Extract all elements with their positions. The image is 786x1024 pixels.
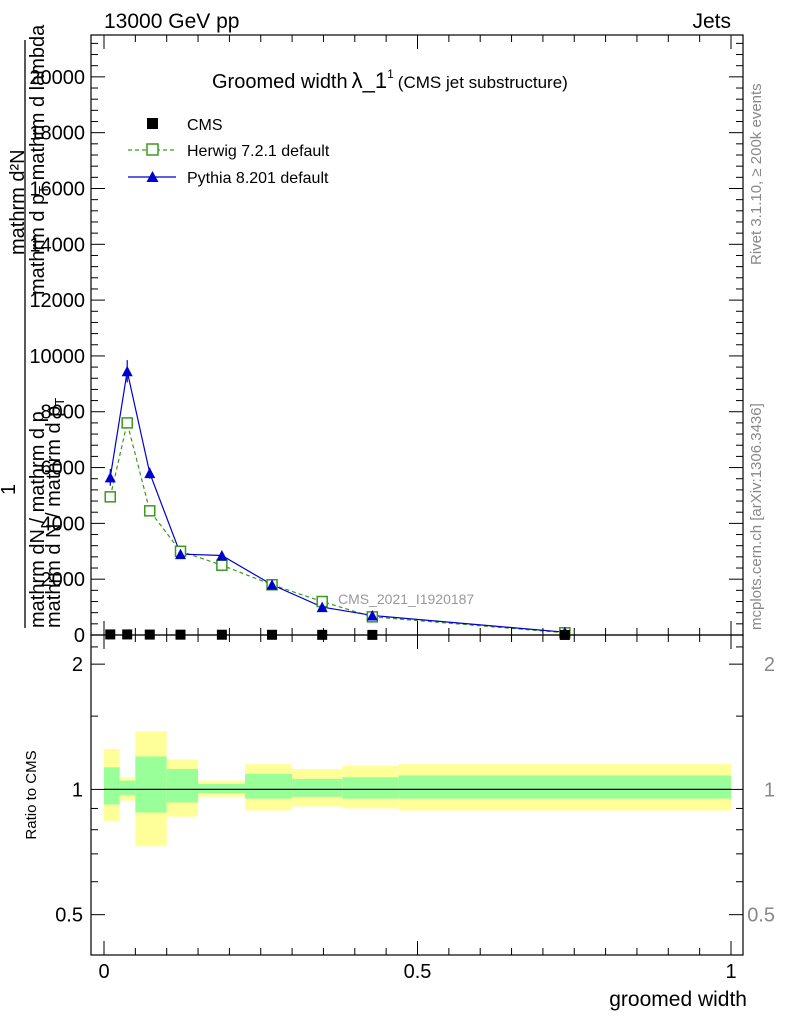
x-tick-label: 0 (98, 961, 109, 983)
herwig-point (216, 559, 228, 571)
pythia-point (316, 601, 328, 613)
ratio-inner-band (198, 784, 246, 794)
ylabel-numerator-1: mathrm d²N (7, 149, 29, 255)
herwig-point (104, 491, 117, 503)
y-tick-label: 10000 (29, 346, 85, 368)
y-tick-label: 4000 (41, 513, 86, 535)
ratio-inner-band (135, 756, 167, 813)
ylabel-denominator-2: mathrm d N / mathrm d pT (43, 398, 67, 628)
ratio-inner-band (342, 777, 399, 799)
pythia-point (366, 609, 378, 621)
ratio-panel: 0.5 0.5 1 1 2 2 0 0.5 1 (55, 634, 775, 983)
y-tick-label: 8000 (41, 402, 86, 424)
ratio-y-tick-label-right: 0.5 (747, 905, 775, 927)
mcplots-label: mcplots.cern.ch [arXiv:1306.3436] (748, 403, 765, 630)
pythia-point (104, 471, 116, 483)
y-tick-label: 18000 (29, 123, 85, 145)
legend-pythia-label: Pythia 8.201 default (187, 170, 329, 187)
x-axis-label: groomed width (609, 988, 747, 1011)
herwig-point (121, 417, 133, 429)
ratio-y-tick-label: 2 (72, 654, 83, 676)
y-tick-label: 12000 (29, 290, 85, 312)
pythia-point (174, 548, 186, 560)
legend-herwig-marker (146, 143, 159, 156)
x-tick-label: 1 (725, 961, 736, 983)
ratio-y-tick-label-right: 1 (764, 779, 775, 801)
legend-herwig-label: Herwig 7.2.1 default (187, 143, 330, 160)
ylabel-one: 1 (0, 484, 20, 495)
ylabel-numerator-2: mathrm d pT mathrm d lambda (27, 24, 51, 295)
pythia-point (216, 549, 228, 561)
y-axis-label: mathrm d²N mathrm d pT mathrm d lambda 1… (0, 24, 67, 628)
y-tick-label: 16000 (29, 178, 85, 200)
main-panel: 0 2000 4000 6000 8000 10000 12000 14000 16000 180… (29, 34, 744, 647)
header-jets: Jets (692, 10, 731, 33)
legend-pythia-marker (146, 171, 159, 182)
ratio-y-tick-label: 1 (72, 779, 83, 801)
herwig-point (144, 505, 156, 517)
y-tick-label: 6000 (41, 458, 86, 480)
legend: CMS Herwig 7.2.1 default Pythia 8.201 de… (128, 117, 330, 187)
ratio-inner-band (245, 773, 293, 799)
ratio-ylabel: Ratio to CMS (23, 750, 40, 839)
rivet-label: Rivet 3.1.10, ≥ 200k events (748, 83, 765, 265)
ratio-y-tick-label-right: 2 (764, 654, 775, 676)
ratio-inner-band (104, 767, 120, 805)
ratio-inner-band (292, 778, 343, 797)
header-energy: 13000 GeV pp (104, 10, 239, 33)
y-tick-label: 2000 (41, 569, 86, 591)
x-tick-label: 0.5 (404, 961, 432, 983)
pythia-point (266, 579, 278, 590)
ratio-inner-band (119, 780, 136, 795)
pythia-point (144, 467, 156, 479)
y-tick-label: 14000 (29, 234, 85, 256)
ratio-inner-band (166, 768, 199, 803)
ratio-inner-band (398, 775, 731, 799)
pythia-point (121, 365, 133, 377)
plot-title: Groomed width λ_11 (CMS jet substructure) (212, 67, 568, 93)
y-tick-label: 0 (74, 625, 85, 647)
analysis-watermark: CMS_2021_I1920187 (338, 591, 474, 607)
legend-cms-label: CMS (187, 117, 223, 134)
y-tick-label: 20000 (29, 67, 85, 89)
ratio-y-tick-label: 0.5 (55, 905, 83, 927)
ylabel-denominator-1: mathrm dN / mathrm d p (27, 411, 49, 628)
legend-cms-marker (147, 118, 158, 129)
